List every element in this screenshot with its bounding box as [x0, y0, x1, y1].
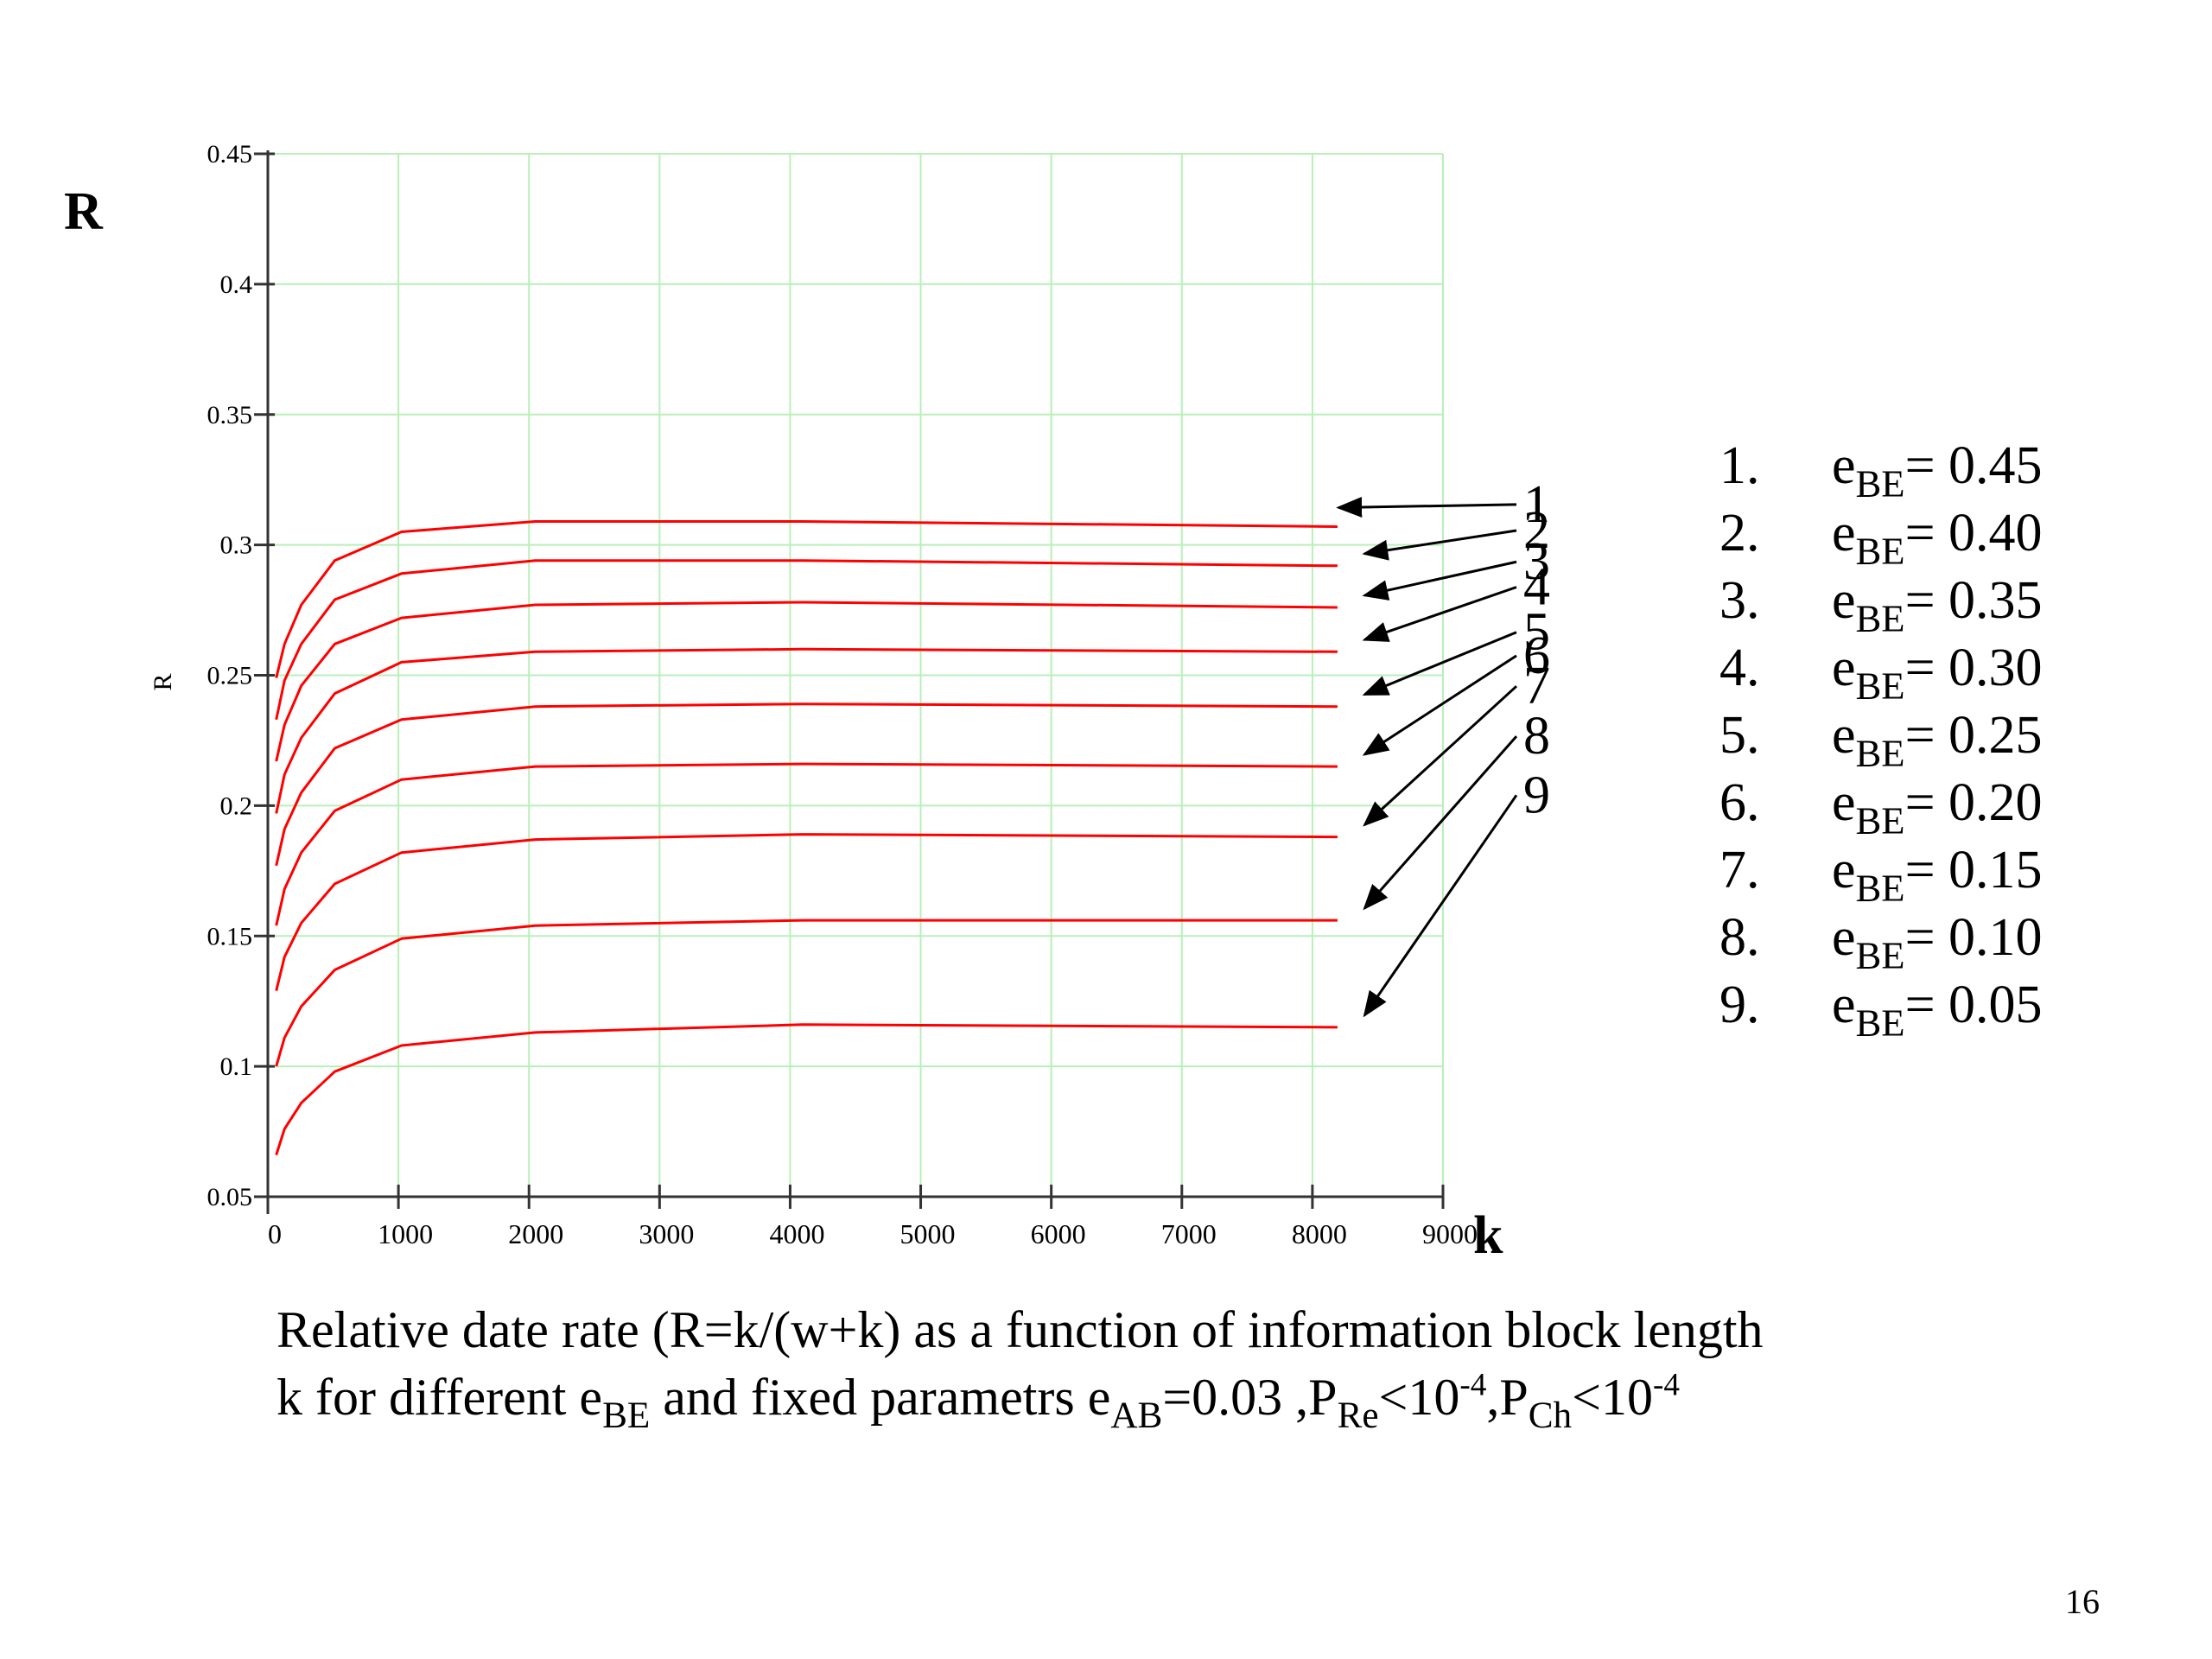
series-line-5 [275, 702, 1338, 867]
x-tick-label: 3000 [639, 1218, 694, 1249]
figure-caption: Relative date rate (R=k/(w+k) as a funct… [276, 1296, 1764, 1437]
y-tick-label: 0.05 [207, 1183, 253, 1211]
legend-item: 7. eBE= 0.15 [1719, 836, 2043, 910]
axes [264, 150, 1443, 1214]
curve-arrow-5 [1362, 631, 1517, 696]
legend-symbol: eBE [1832, 908, 1905, 977]
legend-symbol: eBE [1832, 504, 1905, 573]
legend-number: 7. [1719, 841, 1760, 899]
y-tick-label: 0.2 [220, 791, 253, 820]
legend-value: = 0.45 [1904, 436, 2043, 495]
series-line-1 [275, 520, 1338, 678]
legend-item: 8. eBE= 0.10 [1719, 904, 2043, 977]
series-lines [275, 520, 1338, 1156]
legend-symbol: eBE [1832, 639, 1905, 708]
y-tick-label: 0.3 [220, 531, 253, 560]
y-tick-label: 0.45 [207, 140, 253, 168]
x-tick-label: 6000 [1031, 1218, 1086, 1249]
y-tick-label: 0.15 [207, 922, 253, 950]
curve-arrow-1 [1336, 497, 1517, 518]
series-line-6 [275, 762, 1338, 926]
legend-number: 6. [1719, 773, 1760, 832]
legend: 1. eBE= 0.45 2. eBE= 0.40 3. eBE= 0.35 4. eBE= … [1719, 432, 2043, 1045]
legend-item: 3. eBE= 0.35 [1719, 567, 2043, 640]
series-line-3 [275, 601, 1338, 762]
ticks: 0 1000 2000 3000 4000 5000 6000 7000 8000 9000 0.0… [149, 140, 1478, 1249]
curve-label-9: 9 [1523, 766, 1550, 824]
legend-value: = 0.25 [1904, 706, 2043, 765]
legend-number: 4. [1719, 639, 1760, 697]
y-tick-label: 0.4 [220, 270, 253, 299]
x-tick-label: 7000 [1161, 1218, 1217, 1249]
curve-arrow-6 [1362, 654, 1517, 756]
curve-arrow-7 [1363, 685, 1518, 827]
legend-number: 3. [1719, 571, 1760, 630]
curve-arrow-8 [1363, 735, 1518, 911]
curve-label-5: 5 [1523, 603, 1550, 662]
curve-arrow-2 [1362, 529, 1517, 561]
curve-label-1: 1 [1523, 475, 1550, 534]
legend-item: 5. eBE= 0.25 [1719, 702, 2043, 775]
x-tick-label: 5000 [900, 1218, 956, 1249]
caption-line-1: Relative date rate (R=k/(w+k) as a funct… [276, 1301, 1764, 1358]
curve-arrow-4 [1362, 586, 1517, 642]
legend-value: = 0.35 [1904, 571, 2043, 630]
y-axis-title-rotated: R [149, 673, 177, 690]
legend-symbol: eBE [1832, 773, 1905, 842]
y-tick-label: 0.1 [220, 1052, 253, 1081]
legend-value: = 0.15 [1904, 841, 2043, 899]
legend-number: 9. [1719, 976, 1760, 1034]
legend-item: 2. eBE= 0.40 [1719, 499, 2043, 573]
series-line-8 [275, 918, 1338, 1067]
legend-number: 5. [1719, 706, 1760, 765]
y-tick-label: 0.35 [207, 401, 253, 429]
x-tick-label: 9000 [1422, 1218, 1478, 1249]
legend-symbol: eBE [1832, 571, 1905, 640]
curve-label-7: 7 [1523, 657, 1550, 715]
x-tick-label: 0 [268, 1218, 282, 1249]
grid [268, 153, 1444, 1197]
curve-label-2: 2 [1523, 501, 1550, 560]
x-tick-label: 4000 [769, 1218, 824, 1249]
legend-item: 4. eBE= 0.30 [1719, 634, 2043, 708]
legend-symbol: eBE [1832, 436, 1905, 505]
legend-symbol: eBE [1832, 706, 1905, 775]
x-tick-label: 2000 [508, 1218, 563, 1249]
legend-value: = 0.10 [1904, 908, 2043, 967]
legend-number: 2. [1719, 504, 1760, 563]
legend-symbol: eBE [1832, 841, 1905, 910]
x-axis-title: k [1473, 1206, 1503, 1265]
x-tick-label: 8000 [1292, 1218, 1347, 1249]
series-line-4 [275, 647, 1338, 814]
curve-label-8: 8 [1523, 707, 1550, 766]
curve-label-6: 6 [1523, 626, 1550, 685]
y-axis-title: R [64, 182, 103, 241]
curve-label-4: 4 [1523, 558, 1550, 617]
legend-value: = 0.30 [1904, 639, 2043, 697]
series-line-2 [275, 559, 1338, 721]
legend-value: = 0.40 [1904, 504, 2043, 563]
legend-item: 1. eBE= 0.45 [1719, 432, 2043, 505]
legend-item: 9. eBE= 0.05 [1719, 971, 2043, 1045]
curve-arrow-9 [1363, 794, 1518, 1018]
y-tick-label: 0.25 [207, 662, 253, 690]
legend-value: = 0.05 [1904, 976, 2043, 1034]
page-number: 16 [2065, 1582, 2100, 1621]
caption-line-2: k for different eBE and fixed parametrs … [276, 1367, 1680, 1437]
series-line-7 [275, 833, 1338, 991]
curve-arrow-3 [1362, 560, 1517, 601]
legend-value: = 0.20 [1904, 773, 2043, 832]
legend-symbol: eBE [1832, 976, 1905, 1045]
x-tick-label: 1000 [378, 1218, 433, 1249]
legend-item: 6. eBE= 0.20 [1719, 769, 2043, 842]
legend-number: 1. [1719, 436, 1760, 495]
series-line-9 [275, 1023, 1338, 1156]
curve-label-3: 3 [1523, 532, 1550, 591]
legend-number: 8. [1719, 908, 1760, 967]
